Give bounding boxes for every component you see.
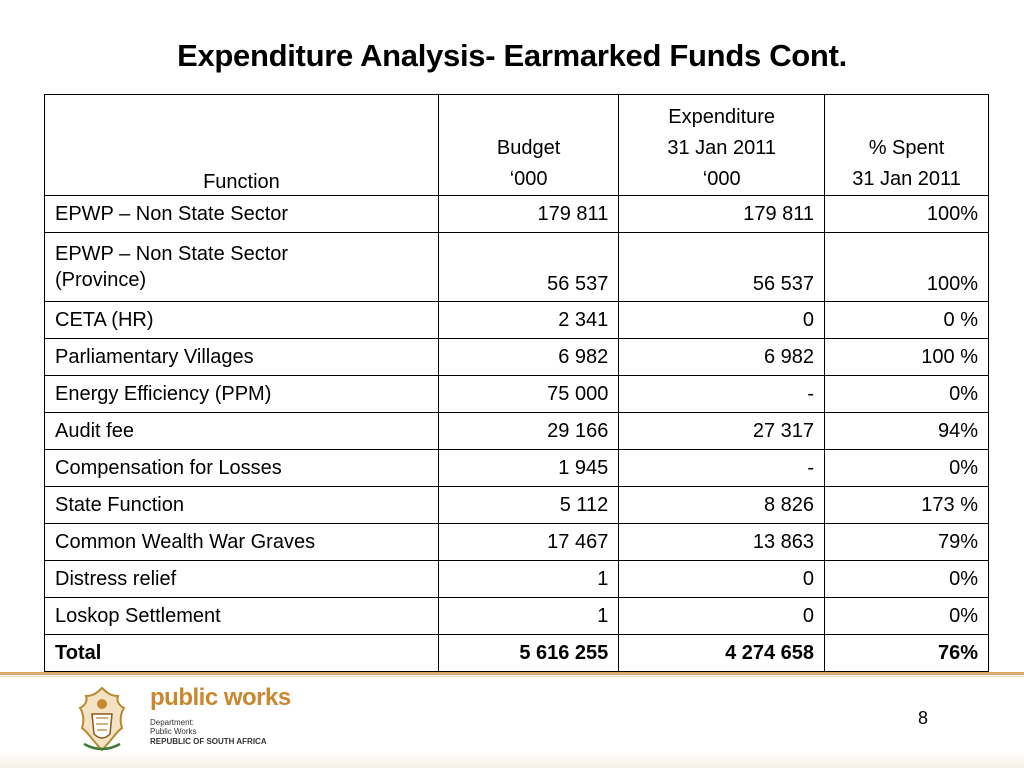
row-percent-spent: 0% [824, 375, 989, 413]
row-percent-spent: 100 % [824, 338, 989, 376]
total-label: Total [44, 634, 439, 672]
header-budget: Budget ‘000 [437, 94, 620, 196]
row-budget: 2 341 [437, 301, 620, 339]
total-expenditure: 4 274 658 [618, 634, 826, 672]
bottom-gradient [0, 752, 1024, 768]
row-expenditure: 13 863 [618, 523, 826, 561]
row-function: Loskop Settlement [44, 597, 439, 635]
table-row: Compensation for Losses 1 945 - 0% [44, 449, 989, 487]
row-percent-spent: 100% [824, 195, 989, 233]
coat-of-arms-icon [78, 686, 126, 752]
row-expenditure: 6 982 [618, 338, 826, 376]
table-row: EPWP – Non State Sector (Province) 56 53… [44, 232, 989, 302]
row-expenditure: 0 [618, 301, 826, 339]
public-works-logo: public works Department: Public Works RE… [74, 684, 294, 756]
row-budget: 29 166 [437, 412, 620, 450]
header-function: Function [44, 94, 439, 196]
slide-title: Expenditure Analysis- Earmarked Funds Co… [177, 38, 847, 73]
table-row: Loskop Settlement 1 0 0% [44, 597, 989, 635]
logo-name: public works [150, 684, 291, 711]
table-row: Parliamentary Villages 6 982 6 982 100 % [44, 338, 989, 376]
table-row: Common Wealth War Graves 17 467 13 863 7… [44, 523, 989, 561]
table-row: Distress relief 1 0 0% [44, 560, 989, 598]
footer-divider-light [0, 676, 1024, 677]
row-expenditure: 56 537 [618, 232, 826, 302]
table-row: Audit fee 29 166 27 317 94% [44, 412, 989, 450]
row-expenditure: 8 826 [618, 486, 826, 524]
row-expenditure: 0 [618, 597, 826, 635]
row-expenditure: 0 [618, 560, 826, 598]
row-percent-spent: 0% [824, 449, 989, 487]
row-function: Distress relief [44, 560, 439, 598]
row-budget: 1 [437, 597, 620, 635]
row-budget: 75 000 [437, 375, 620, 413]
header-expenditure: Expenditure 31 Jan 2011 ‘000 [618, 94, 826, 196]
footer-divider [0, 672, 1024, 675]
row-function: Compensation for Losses [44, 449, 439, 487]
table-row: CETA (HR) 2 341 0 0 % [44, 301, 989, 339]
expenditure-table: Function Budget ‘000 Expenditure 31 Jan … [44, 94, 989, 672]
row-percent-spent: 79% [824, 523, 989, 561]
table-row: State Function 5 112 8 826 173 % [44, 486, 989, 524]
table-row: EPWP – Non State Sector 179 811 179 811 … [44, 195, 989, 233]
table-total-row: Total 5 616 255 4 274 658 76% [44, 634, 989, 672]
row-budget: 1 945 [437, 449, 620, 487]
table-header-row: Function Budget ‘000 Expenditure 31 Jan … [44, 94, 989, 196]
row-function: State Function [44, 486, 439, 524]
logo-line-department: Department: [150, 718, 195, 727]
row-percent-spent: 0% [824, 597, 989, 635]
row-budget: 6 982 [437, 338, 620, 376]
row-expenditure: 179 811 [618, 195, 826, 233]
row-expenditure: - [618, 375, 826, 413]
header-percent-spent: % Spent 31 Jan 2011 [824, 94, 989, 196]
row-percent-spent: 94% [824, 412, 989, 450]
row-budget: 56 537 [437, 232, 620, 302]
row-function: EPWP – Non State Sector (Province) [44, 232, 439, 302]
row-budget: 5 112 [437, 486, 620, 524]
total-budget: 5 616 255 [437, 634, 620, 672]
row-function: CETA (HR) [44, 301, 439, 339]
row-percent-spent: 0% [824, 560, 989, 598]
row-percent-spent: 0 % [824, 301, 989, 339]
row-budget: 17 467 [437, 523, 620, 561]
row-percent-spent: 100% [824, 232, 989, 302]
row-budget: 1 [437, 560, 620, 598]
row-function: Parliamentary Villages [44, 338, 439, 376]
logo-line-public-works: Public Works [150, 727, 197, 736]
logo-line-country: REPUBLIC OF SOUTH AFRICA [150, 737, 267, 746]
row-function: Energy Efficiency (PPM) [44, 375, 439, 413]
row-percent-spent: 173 % [824, 486, 989, 524]
row-budget: 179 811 [437, 195, 620, 233]
page-number: 8 [918, 708, 929, 728]
row-function: Audit fee [44, 412, 439, 450]
row-expenditure: 27 317 [618, 412, 826, 450]
row-expenditure: - [618, 449, 826, 487]
row-function: EPWP – Non State Sector [44, 195, 439, 233]
total-percent-spent: 76% [824, 634, 989, 672]
table-row: Energy Efficiency (PPM) 75 000 - 0% [44, 375, 989, 413]
row-function: Common Wealth War Graves [44, 523, 439, 561]
